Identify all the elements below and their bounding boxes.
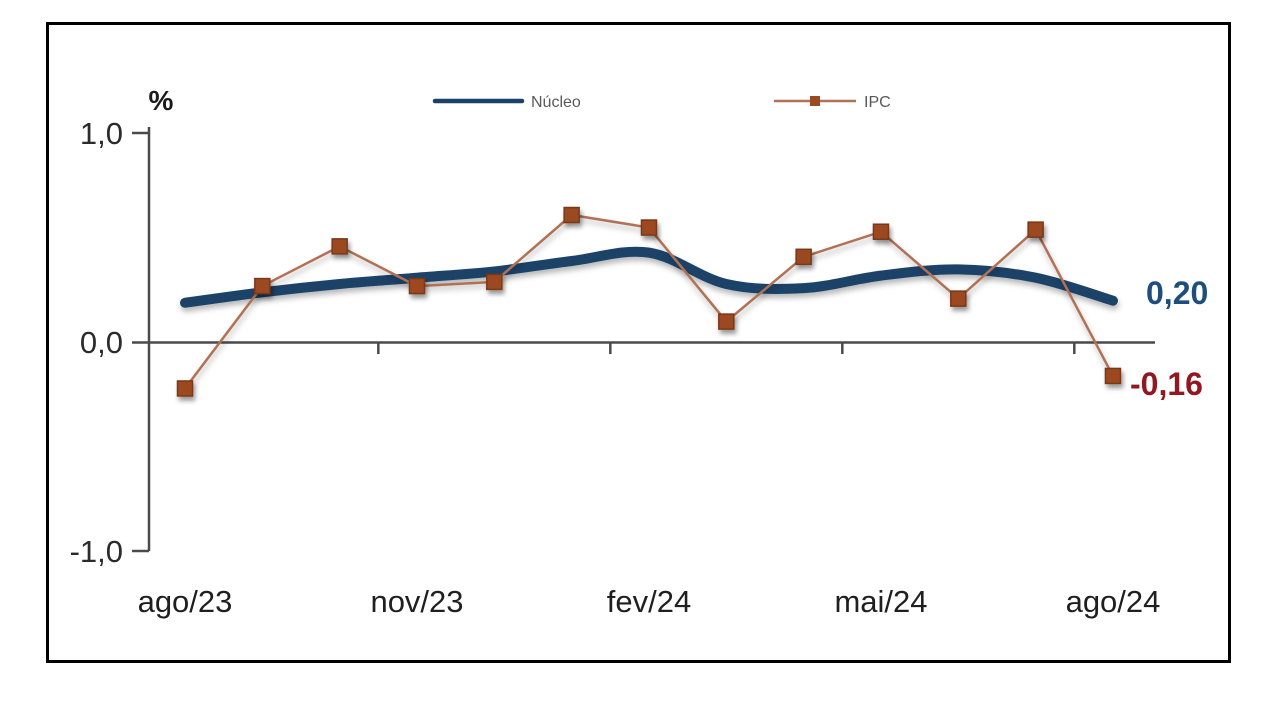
x-tick-label-ago23: ago/23 bbox=[138, 584, 233, 619]
x-tick-label-mai24: mai/24 bbox=[834, 584, 927, 619]
y-tick-label-minus1: -1,0 bbox=[70, 534, 123, 569]
ipc-data-marker bbox=[640, 219, 658, 236]
nucleo-series-line bbox=[180, 246, 1118, 308]
ipc-data-marker bbox=[176, 380, 194, 397]
y-tick-label-1: 1,0 bbox=[80, 116, 123, 151]
axes bbox=[132, 127, 1155, 553]
ipc-data-marker bbox=[950, 290, 967, 307]
ipc-data-marker bbox=[1104, 367, 1122, 385]
ipc-data-marker bbox=[408, 277, 426, 295]
legend: Núcleo IPC bbox=[432, 94, 891, 111]
ipc-data-marker bbox=[872, 223, 890, 240]
series-layer bbox=[176, 206, 1122, 397]
ipc-data-marker bbox=[331, 238, 348, 255]
legend-nucleo-label: Núcleo bbox=[531, 94, 581, 111]
ipc-data-marker bbox=[254, 277, 271, 295]
x-axis-ticks bbox=[377, 342, 1076, 354]
legend-ipc-marker-swatch bbox=[810, 96, 820, 106]
ipc-data-marker bbox=[795, 248, 812, 266]
ipc-series-line bbox=[184, 213, 1115, 390]
ipc-data-marker bbox=[718, 313, 735, 330]
y-axis-unit-label: % bbox=[149, 85, 174, 116]
legend-ipc-label: IPC bbox=[864, 94, 891, 111]
ipc-data-marker bbox=[486, 273, 503, 291]
ipc-data-marker bbox=[563, 206, 580, 224]
x-tick-label-ago24: ago/24 bbox=[1066, 584, 1161, 619]
x-tick-label-nov23: nov/23 bbox=[370, 584, 463, 619]
nucleo-end-value-label: 0,20 bbox=[1146, 275, 1208, 311]
ipc-end-value-label: -0,16 bbox=[1130, 366, 1203, 402]
y-tick-label-0: 0,0 bbox=[80, 325, 123, 360]
x-tick-label-fev24: fev/24 bbox=[607, 584, 691, 619]
ipc-data-marker bbox=[1027, 221, 1044, 238]
